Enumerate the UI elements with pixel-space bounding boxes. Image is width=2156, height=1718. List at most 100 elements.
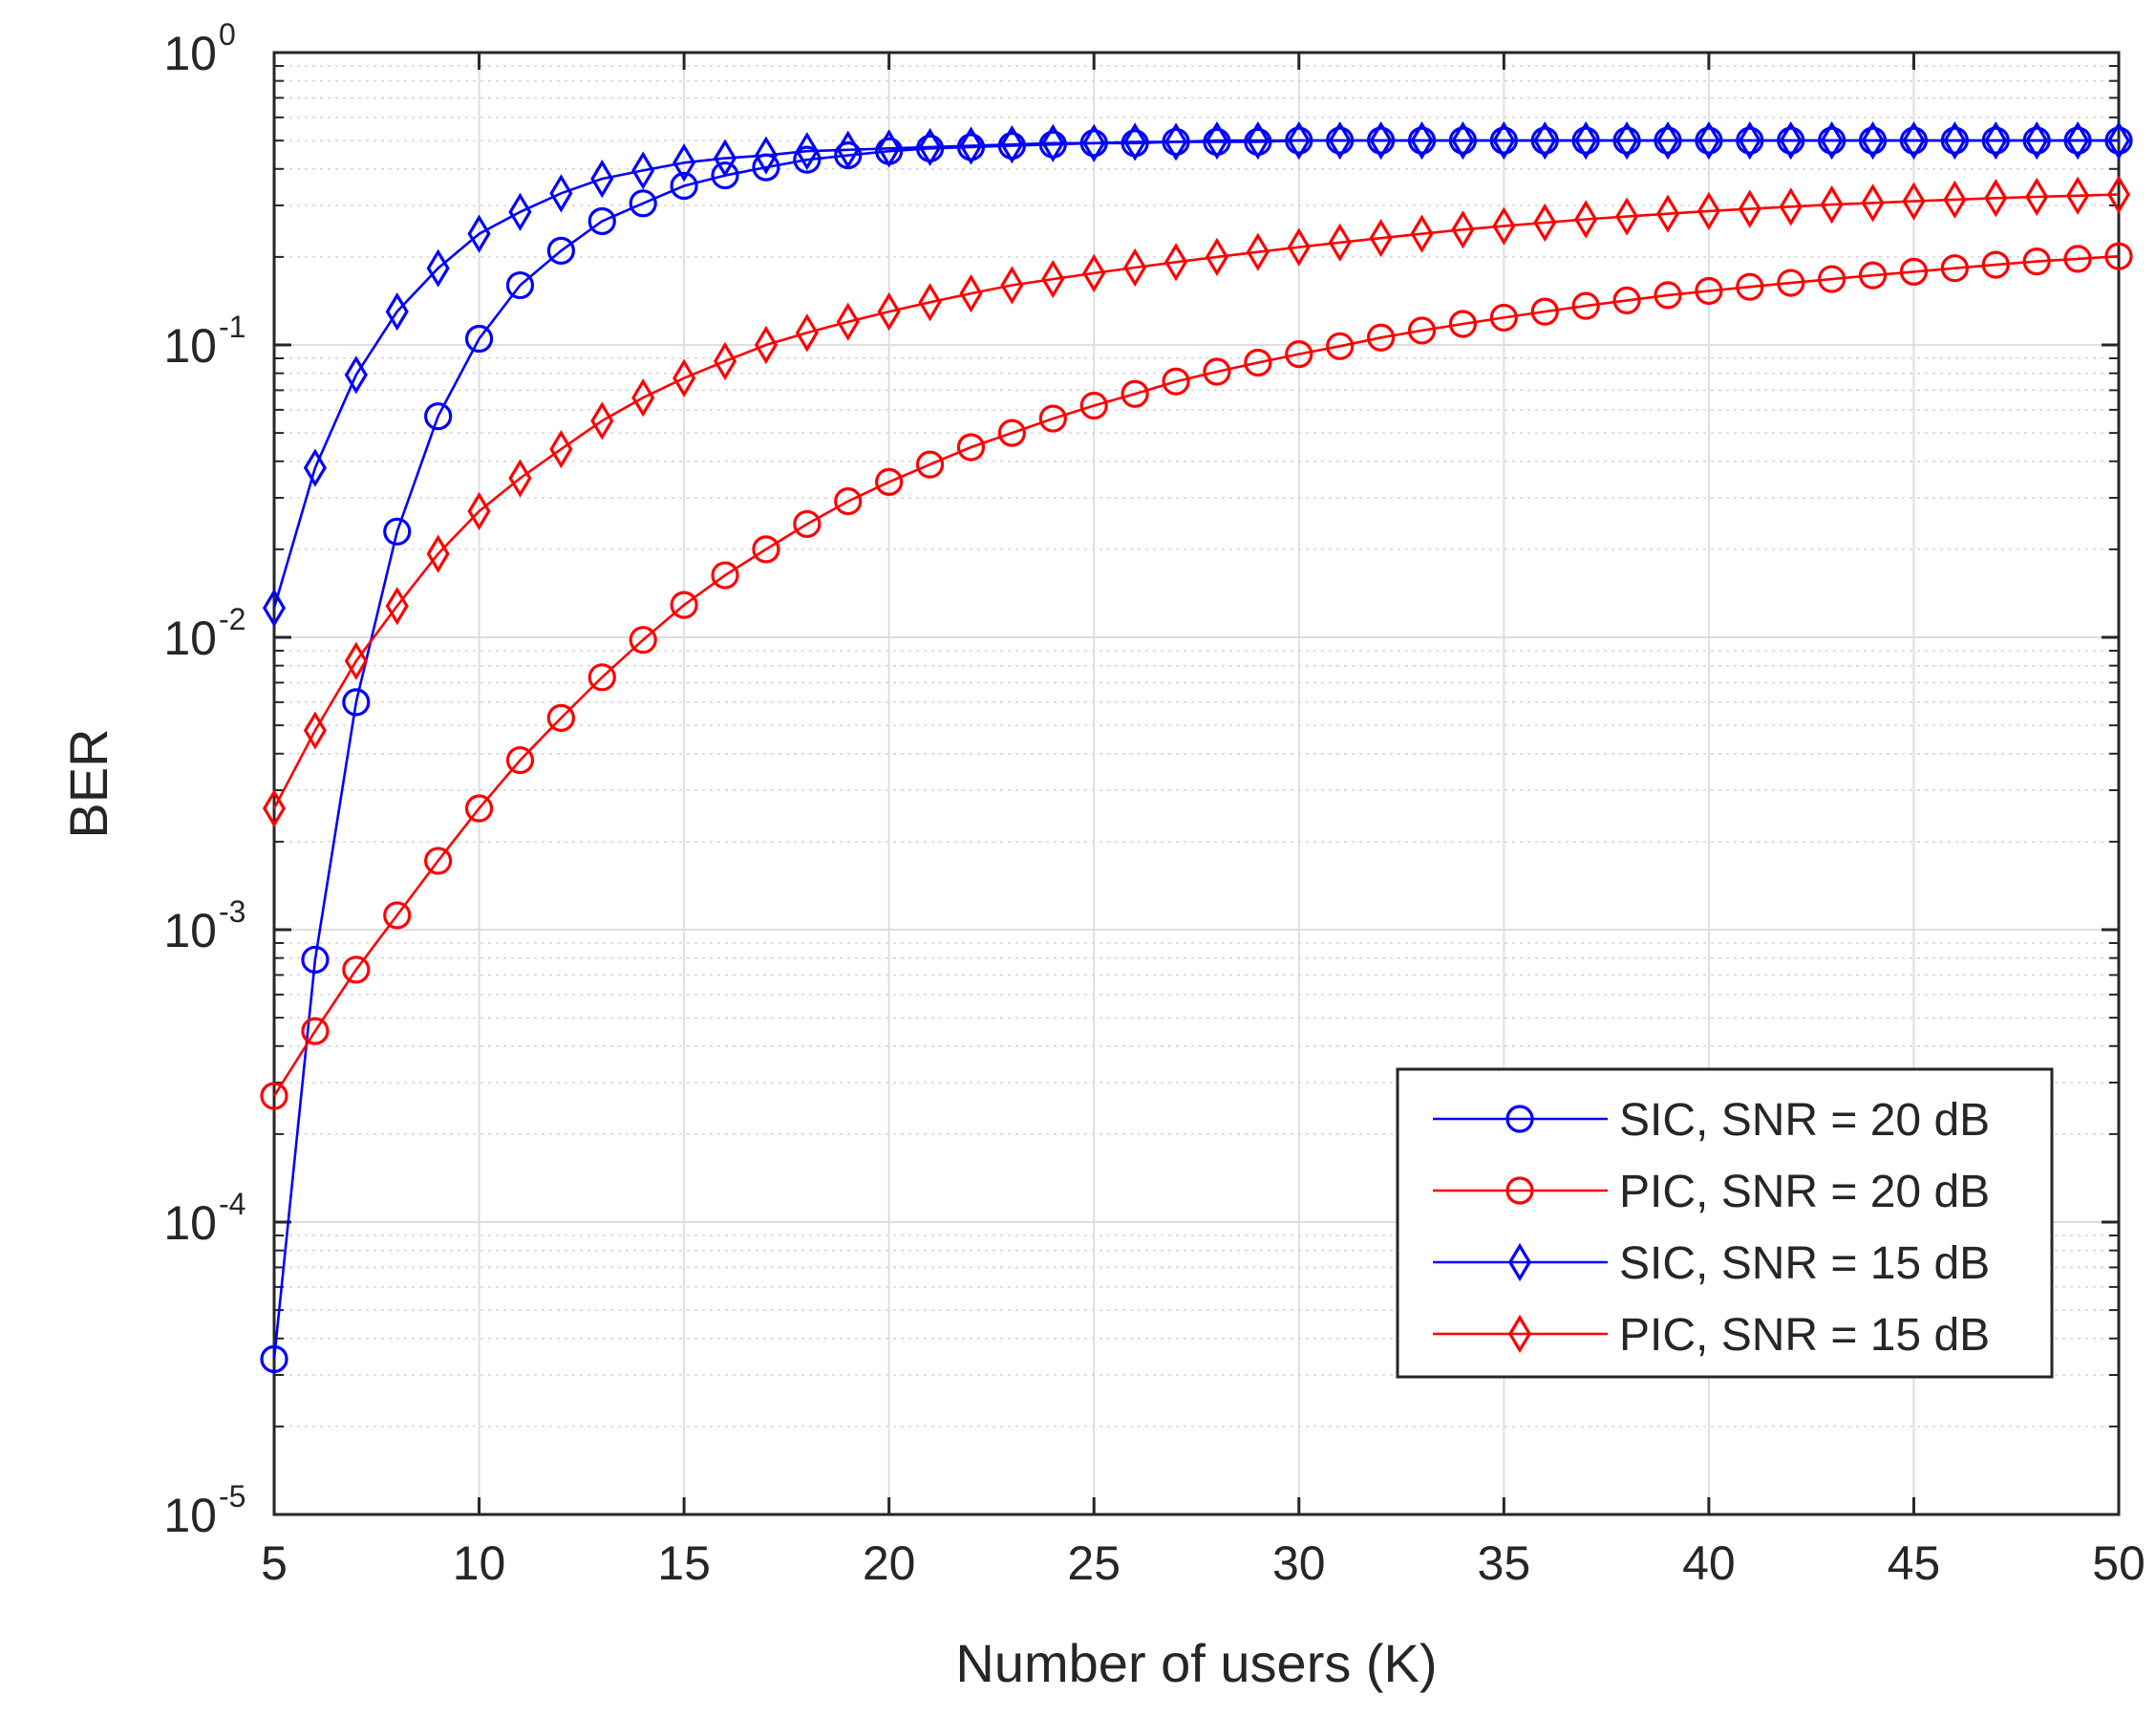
data-point — [260, 1082, 288, 1110]
data-point — [1246, 232, 1270, 271]
data-point — [546, 703, 575, 732]
data-point — [795, 132, 819, 171]
data-point — [505, 270, 535, 300]
data-point — [875, 467, 904, 496]
y-tick-label-exponent: -2 — [219, 602, 245, 636]
data-point — [383, 901, 412, 930]
data-point — [549, 429, 573, 469]
data-point — [918, 283, 942, 322]
data-point — [836, 302, 860, 341]
data-point — [1451, 210, 1475, 249]
data-point — [672, 358, 696, 397]
data-point — [1123, 122, 1147, 161]
data-point — [877, 292, 901, 332]
data-point — [754, 136, 778, 175]
data-point — [1163, 243, 1188, 282]
data-point — [549, 174, 573, 213]
data-point — [1858, 261, 1888, 290]
data-point — [1574, 121, 1598, 161]
data-point — [467, 214, 491, 253]
data-point — [1820, 121, 1844, 161]
x-tick-label: 40 — [1682, 1536, 1736, 1590]
data-point — [1163, 122, 1188, 161]
legend-entry-label: PIC, SNR = 15 dB — [1619, 1310, 1990, 1361]
data-point — [670, 171, 698, 201]
x-tick-label: 45 — [1888, 1536, 1941, 1590]
data-point — [1533, 203, 1557, 243]
data-point — [1981, 250, 2010, 279]
data-point — [711, 561, 739, 590]
data-point — [464, 794, 494, 823]
data-point — [1861, 121, 1885, 161]
data-point — [1779, 187, 1803, 226]
data-point — [1779, 121, 1803, 161]
data-point — [587, 206, 616, 236]
data-point — [1448, 310, 1478, 338]
legend-marker — [1505, 1105, 1534, 1133]
data-point — [546, 236, 575, 266]
legend-marker — [1505, 1176, 1534, 1205]
data-point — [793, 145, 822, 174]
data-point — [1697, 121, 1720, 161]
data-point — [1492, 121, 1516, 161]
data-point — [1082, 123, 1106, 162]
data-point — [587, 663, 616, 692]
data-point — [997, 419, 1027, 447]
data-point — [1940, 254, 1969, 283]
data-point — [918, 127, 942, 167]
x-tick-label: 50 — [2092, 1536, 2145, 1590]
data-point — [1082, 253, 1106, 292]
data-point — [1205, 121, 1229, 161]
data-point — [303, 711, 327, 750]
data-point — [301, 1017, 330, 1045]
data-point — [342, 688, 371, 717]
x-tick-label: 5 — [261, 1536, 288, 1590]
data-point — [1899, 257, 1929, 286]
data-point — [1041, 123, 1065, 162]
data-point — [1079, 391, 1108, 420]
data-point — [1038, 404, 1067, 433]
data-point — [1695, 276, 1723, 306]
series — [260, 121, 2133, 1373]
data-point — [1736, 272, 1764, 301]
data-point — [301, 945, 330, 974]
data-point — [385, 292, 409, 332]
series-3 — [262, 175, 2131, 828]
x-tick-label: 10 — [453, 1536, 506, 1590]
data-point — [1287, 227, 1311, 267]
data-point — [1366, 323, 1396, 352]
data-point — [877, 129, 901, 168]
data-point — [426, 534, 450, 573]
data-point — [344, 355, 368, 395]
data-point — [1287, 121, 1311, 161]
data-point — [508, 459, 532, 498]
data-point — [1489, 303, 1518, 333]
y-tick-label-exponent: -4 — [219, 1187, 245, 1221]
data-point — [1326, 332, 1355, 360]
data-point — [385, 587, 409, 626]
data-point — [1246, 121, 1270, 161]
y-axis-label: BER — [58, 728, 118, 838]
data-point — [1000, 125, 1024, 164]
legend: SIC, SNR = 20 dB PIC, SNR = 20 dB SIC, SNR… — [1396, 1067, 2054, 1379]
data-point — [342, 956, 371, 984]
data-point — [1738, 189, 1761, 228]
data-point — [2066, 121, 2090, 161]
y-tick-label-exponent: -3 — [219, 894, 245, 929]
data-point — [260, 1344, 288, 1373]
data-point — [1984, 179, 2008, 218]
data-point — [1697, 191, 1720, 230]
data-point — [590, 401, 614, 440]
data-point — [1943, 180, 1967, 220]
data-point — [793, 509, 822, 539]
data-point — [1654, 281, 1682, 310]
data-point — [2063, 245, 2092, 273]
data-point — [1612, 286, 1641, 314]
data-point — [1902, 182, 1926, 221]
y-tick-label-base: 10 — [163, 1196, 217, 1250]
data-point — [2025, 177, 2049, 217]
legend-marker — [1507, 1242, 1532, 1282]
